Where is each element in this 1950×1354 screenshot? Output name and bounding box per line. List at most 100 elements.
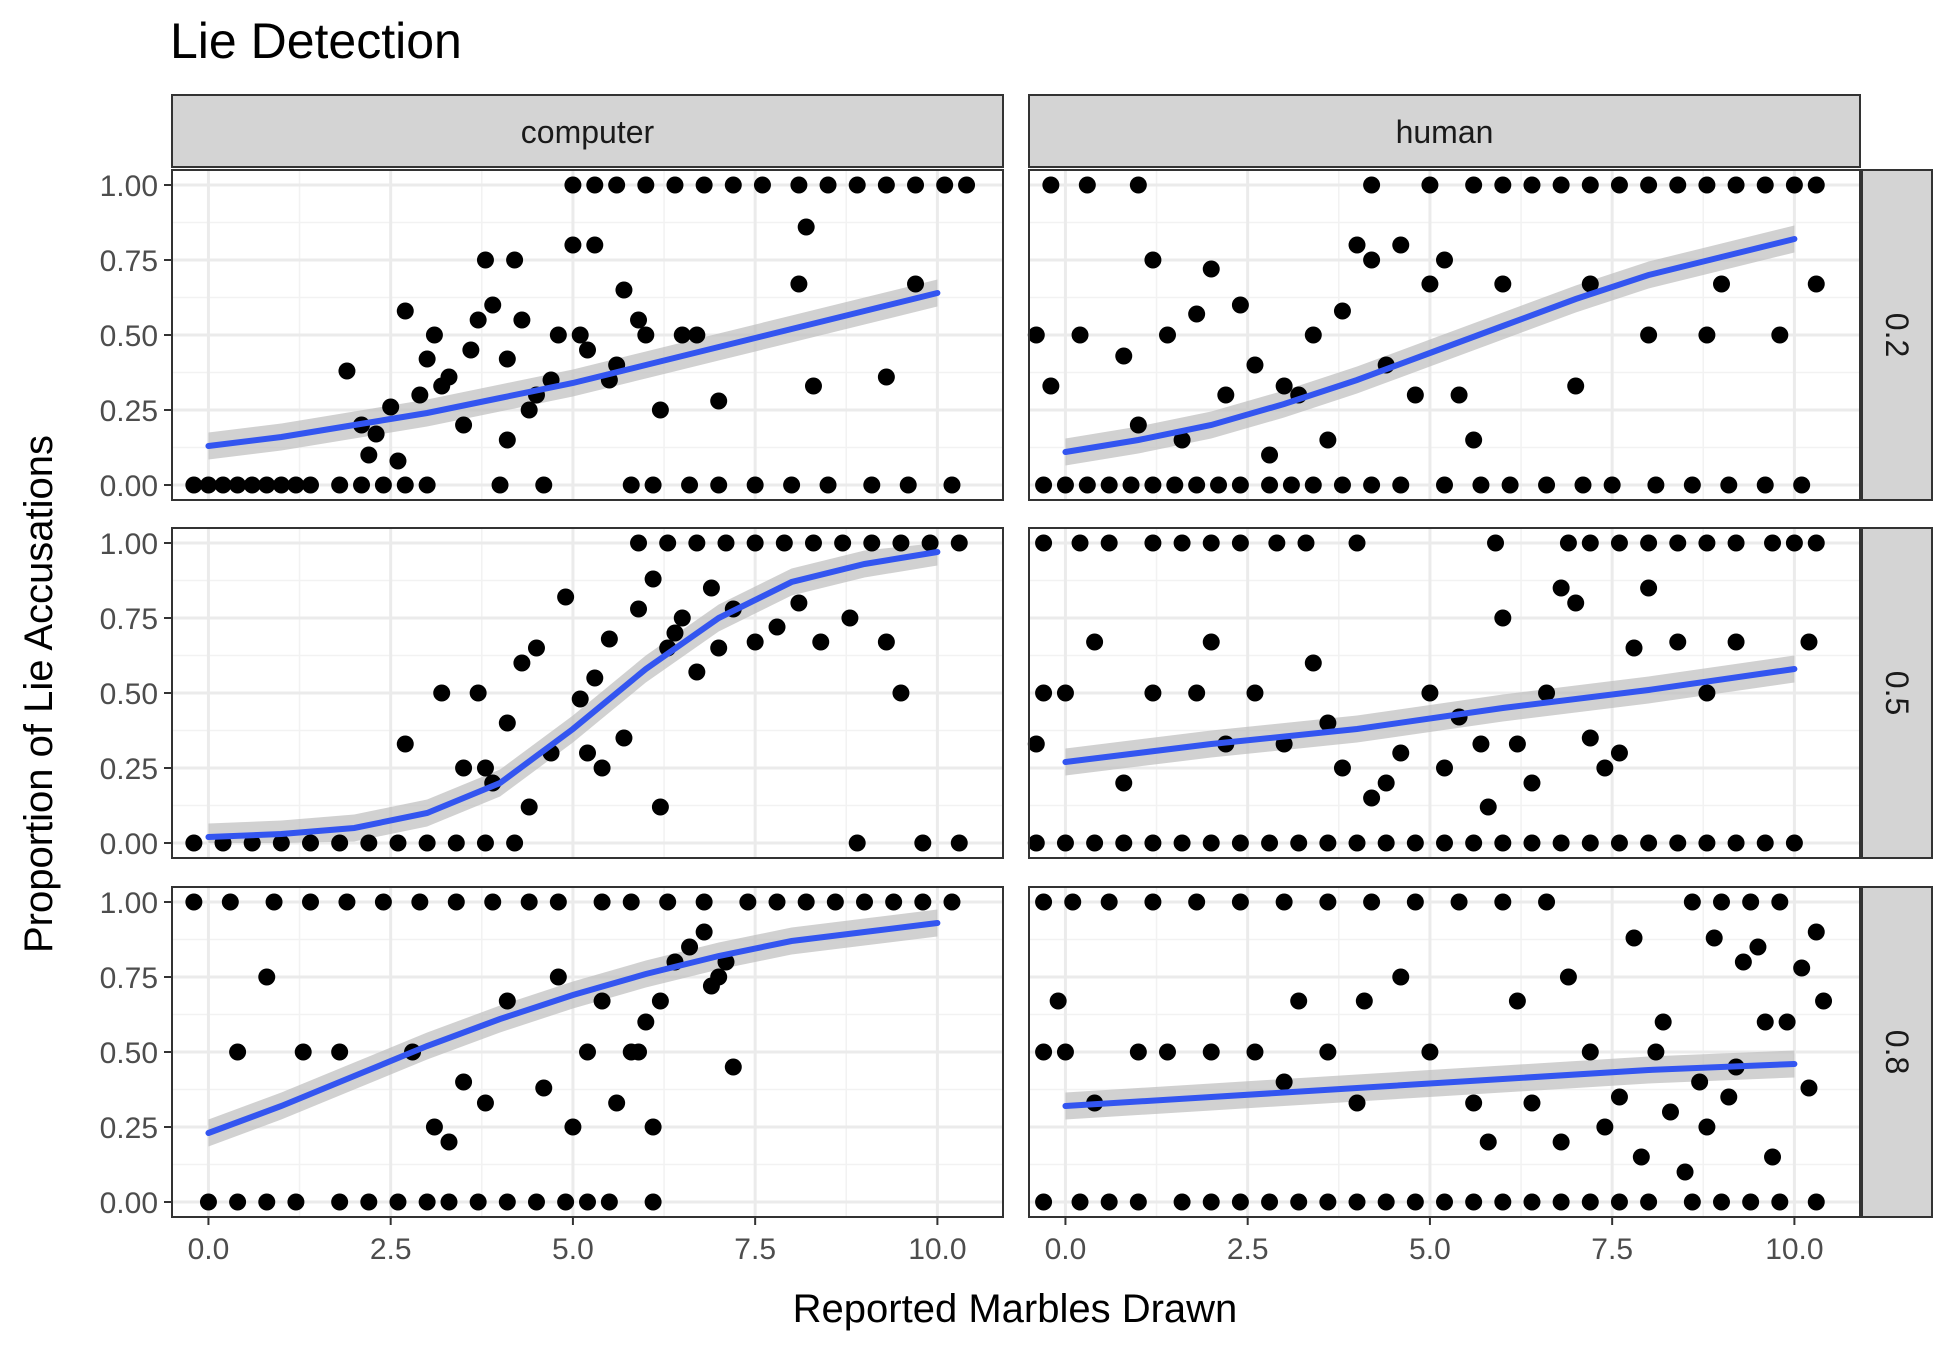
fit-line: [205, 920, 941, 1136]
data-point: [1290, 834, 1308, 852]
data-point: [1064, 893, 1082, 911]
data-point: [579, 1193, 596, 1211]
data-point: [1749, 938, 1767, 956]
data-point: [1552, 579, 1570, 597]
data-point: [1210, 476, 1228, 494]
data-point: [418, 1193, 436, 1211]
data-point: [907, 275, 925, 293]
data-point: [1625, 639, 1643, 657]
data-point: [331, 834, 349, 852]
data-point: [877, 633, 895, 651]
data-point: [1465, 1193, 1483, 1211]
data-point: [1202, 1043, 1220, 1061]
data-point: [666, 624, 684, 642]
data-point: [1035, 1193, 1053, 1211]
data-point: [360, 834, 378, 852]
data-point: [1275, 893, 1293, 911]
data-point: [710, 639, 728, 657]
data-point: [455, 416, 473, 434]
data-point: [1333, 759, 1351, 777]
facet-panel: 0.00 0.25 0.50 0.75 1.00 0.0 2.5 5.0 7.5 10.0: [100, 886, 1004, 1266]
data-point: [1202, 260, 1220, 278]
data-point: [1465, 834, 1483, 852]
data-point: [287, 476, 305, 494]
data-point: [265, 893, 283, 911]
data-point: [1363, 176, 1381, 194]
data-point: [1713, 1193, 1730, 1211]
data-point: [600, 1193, 618, 1211]
data-point: [229, 1043, 247, 1061]
data-point: [1173, 834, 1191, 852]
data-point: [1785, 834, 1803, 852]
y-tick-label: 0.75: [100, 245, 158, 278]
data-point: [353, 476, 371, 494]
data-point: [258, 476, 276, 494]
data-point: [1610, 744, 1628, 762]
data-point: [1035, 476, 1053, 494]
data-point: [447, 893, 465, 911]
data-point: [1756, 176, 1774, 194]
data-point: [1246, 356, 1264, 374]
data-point: [1377, 1193, 1395, 1211]
y-tick-label: 1.00: [100, 887, 158, 920]
data-point: [374, 893, 392, 911]
data-point: [630, 600, 648, 618]
data-point: [484, 296, 502, 314]
data-point: [1807, 534, 1825, 552]
data-point: [229, 476, 247, 494]
data-point: [520, 798, 538, 816]
facet-strip-0.8: [1861, 886, 1933, 1218]
data-point: [1042, 176, 1060, 194]
data-point: [1355, 992, 1373, 1010]
data-point: [936, 176, 954, 194]
data-point: [1785, 176, 1803, 194]
data-point: [557, 1193, 575, 1211]
data-point: [688, 534, 706, 552]
data-point: [411, 893, 429, 911]
data-point: [812, 633, 830, 651]
data-point: [1778, 1013, 1796, 1031]
data-point: [1421, 684, 1439, 702]
x-tick-label: 10.0: [908, 1233, 966, 1266]
data-point: [1538, 476, 1556, 494]
y-tick-label: 0.00: [100, 828, 158, 861]
data-point: [1348, 236, 1366, 254]
data-point: [1764, 1148, 1782, 1166]
data-point: [1363, 789, 1381, 807]
data-point: [1771, 893, 1789, 911]
data-point: [1144, 534, 1162, 552]
data-point: [1377, 774, 1395, 792]
data-point: [1596, 759, 1614, 777]
data-point: [1574, 476, 1592, 494]
data-point: [1661, 1103, 1679, 1121]
data-point: [1231, 1193, 1249, 1211]
data-point: [950, 534, 968, 552]
data-point: [1479, 798, 1497, 816]
data-point: [1559, 968, 1577, 986]
data-point: [651, 992, 669, 1010]
panel-border: [1028, 527, 1861, 859]
data-point: [586, 176, 604, 194]
data-point: [1144, 684, 1162, 702]
data-point: [1508, 735, 1526, 753]
data-point: [389, 834, 407, 852]
data-point: [272, 834, 290, 852]
data-point: [520, 893, 538, 911]
data-point: [1348, 1193, 1366, 1211]
data-point: [331, 1043, 349, 1061]
data-point: [1669, 534, 1687, 552]
data-point: [1771, 326, 1789, 344]
data-point: [1122, 476, 1140, 494]
data-point: [644, 570, 662, 588]
data-point: [746, 476, 764, 494]
data-point: [659, 893, 677, 911]
data-point: [513, 311, 531, 329]
data-point: [302, 476, 319, 494]
data-point: [1552, 834, 1570, 852]
data-point: [681, 476, 699, 494]
data-point: [1581, 534, 1599, 552]
data-point: [1698, 176, 1716, 194]
data-point: [571, 326, 589, 344]
data-point: [651, 401, 669, 419]
